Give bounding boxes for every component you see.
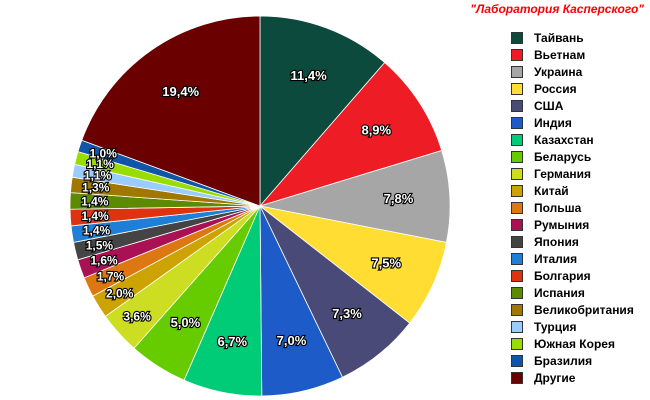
legend-label: Тайвань — [534, 30, 584, 45]
legend-swatch — [511, 371, 523, 384]
legend-swatch — [511, 337, 523, 350]
legend-item: Болгария — [511, 267, 634, 284]
slice-data-label: 2,0% — [106, 286, 134, 300]
legend-label: Испания — [534, 285, 585, 300]
slice-data-label: 3,6% — [123, 310, 151, 324]
legend-label: Украина — [534, 64, 583, 79]
legend-label: Казахстан — [534, 132, 594, 147]
legend-item: Китай — [511, 182, 634, 199]
slice-data-label: 7,8% — [384, 191, 414, 206]
legend-label: Италия — [534, 251, 578, 266]
slice-data-label: 1,6% — [90, 254, 118, 268]
slice-data-label: 5,0% — [171, 315, 201, 330]
legend-item: США — [511, 97, 634, 114]
legend-item: Испания — [511, 284, 634, 301]
legend-swatch — [511, 99, 523, 112]
legend-label: Индия — [534, 115, 572, 130]
slice-data-label: 1,4% — [81, 209, 109, 223]
slice-data-label: 7,3% — [332, 306, 362, 321]
legend-label: Польша — [534, 200, 582, 215]
legend-swatch — [511, 133, 523, 146]
legend-item: Германия — [511, 165, 634, 182]
slice-data-label: 7,0% — [277, 333, 307, 348]
legend-label: Вьетнам — [534, 47, 586, 62]
slice-data-label: 1,4% — [83, 224, 111, 238]
legend-label: Россия — [534, 81, 577, 96]
legend-label: Япония — [534, 234, 579, 249]
legend-swatch — [511, 354, 523, 367]
legend-label: Беларусь — [534, 149, 592, 164]
legend-swatch — [511, 235, 523, 248]
source-label: "Лаборатория Касперского" — [470, 2, 644, 16]
legend-label: Турция — [534, 319, 577, 334]
legend-swatch — [511, 31, 523, 44]
legend-item: Южная Корея — [511, 335, 634, 352]
legend-swatch — [511, 65, 523, 78]
legend-item: Вьетнам — [511, 46, 634, 63]
legend-item: Индия — [511, 114, 634, 131]
slice-data-label: 7,5% — [371, 256, 401, 271]
slice-data-label: 1,4% — [81, 195, 109, 209]
legend-label: Болгария — [534, 268, 591, 283]
legend-label: Южная Корея — [534, 336, 615, 351]
legend-item: Польша — [511, 199, 634, 216]
legend-swatch — [511, 167, 523, 180]
legend-swatch — [511, 303, 523, 316]
legend-item: Другие — [511, 369, 634, 386]
legend-item: Беларусь — [511, 148, 634, 165]
legend: Тайвань Вьетнам Украина Россия США Индия Казах… — [511, 29, 634, 386]
slice-data-label: 6,7% — [217, 334, 247, 349]
legend-label: Другие — [534, 370, 576, 385]
slice-data-label: 1,1% — [84, 168, 112, 182]
legend-item: Румыния — [511, 216, 634, 233]
slice-data-label: 19,4% — [162, 84, 199, 99]
legend-item: Тайвань — [511, 29, 634, 46]
legend-swatch — [511, 184, 523, 197]
legend-item: Украина — [511, 63, 634, 80]
legend-swatch — [511, 201, 523, 214]
legend-swatch — [511, 48, 523, 61]
legend-item: Великобритания — [511, 301, 634, 318]
slice-data-label: 1,1% — [86, 157, 114, 171]
pie-slice — [258, 62, 443, 207]
legend-swatch — [511, 82, 523, 95]
legend-label: Румыния — [534, 217, 590, 232]
slice-data-label: 11,4% — [291, 68, 328, 83]
legend-label: Великобритания — [534, 302, 634, 317]
pie-slice — [81, 15, 261, 207]
slice-data-label: 1,0% — [90, 147, 118, 161]
legend-swatch — [511, 218, 523, 231]
legend-swatch — [511, 320, 523, 333]
legend-item: Япония — [511, 233, 634, 250]
legend-item: Казахстан — [511, 131, 634, 148]
legend-swatch — [511, 252, 523, 265]
slice-data-label: 8,9% — [361, 123, 391, 138]
slice-data-label: 1,7% — [97, 270, 125, 284]
legend-swatch — [511, 116, 523, 129]
legend-item: Турция — [511, 318, 634, 335]
slice-data-label: 1,3% — [82, 181, 110, 195]
legend-label: Германия — [534, 166, 592, 181]
legend-label: Китай — [534, 183, 569, 198]
pie-slice — [259, 15, 386, 208]
pie-slice — [259, 149, 451, 243]
legend-item: Россия — [511, 80, 634, 97]
legend-label: США — [534, 98, 564, 113]
legend-swatch — [511, 269, 523, 282]
slice-data-label: 1,5% — [86, 238, 114, 252]
legend-label: Бразилия — [534, 353, 593, 368]
legend-item: Италия — [511, 250, 634, 267]
legend-swatch — [511, 150, 523, 163]
legend-swatch — [511, 286, 523, 299]
legend-item: Бразилия — [511, 352, 634, 369]
